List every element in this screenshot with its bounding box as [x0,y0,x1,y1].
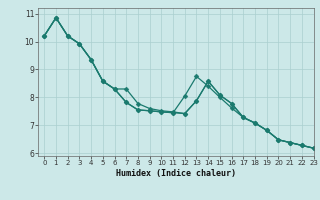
X-axis label: Humidex (Indice chaleur): Humidex (Indice chaleur) [116,169,236,178]
